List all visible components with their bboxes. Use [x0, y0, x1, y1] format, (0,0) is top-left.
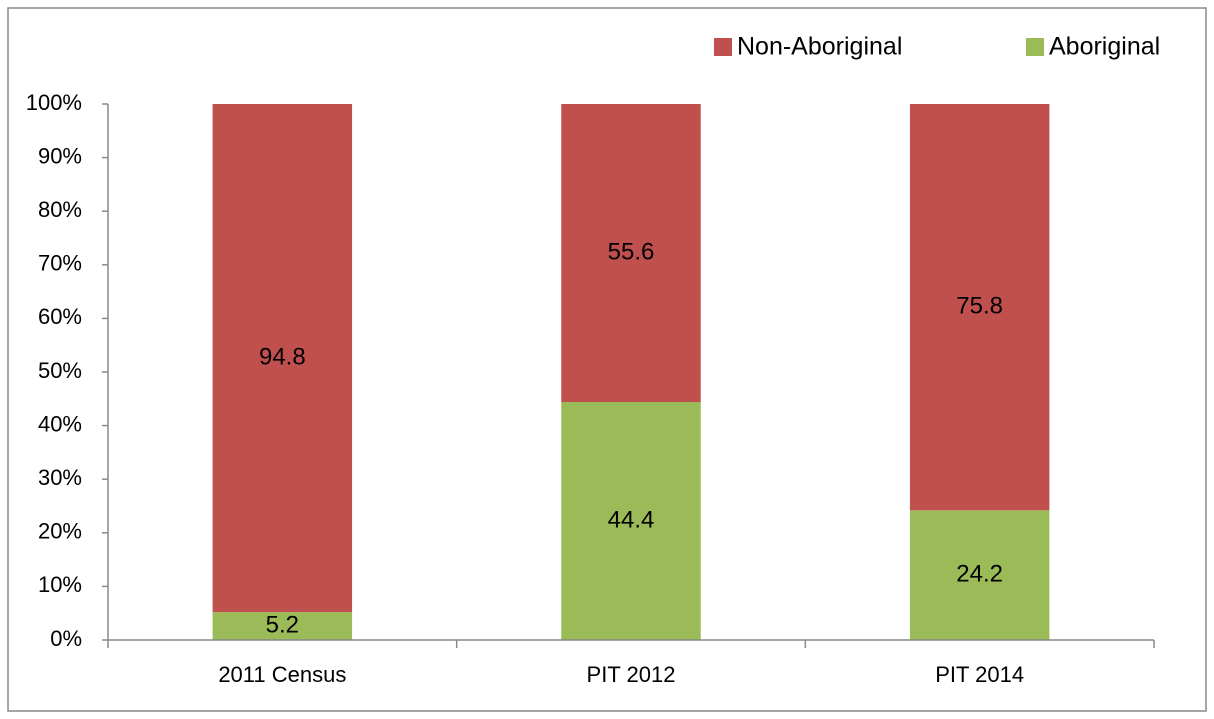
data-label: 24.2 [956, 560, 1003, 587]
x-tick-label: PIT 2014 [935, 662, 1024, 687]
data-label: 44.4 [608, 506, 655, 533]
bar-segment [212, 104, 353, 613]
x-tick-label: 2011 Census [218, 662, 346, 687]
legend-swatch [714, 38, 732, 56]
y-tick-label: 80% [38, 197, 82, 222]
y-tick-label: 100% [26, 90, 82, 115]
bar-segment [561, 402, 701, 640]
y-tick-label: 50% [38, 358, 82, 383]
legend-label: Aboriginal [1049, 33, 1160, 61]
x-tick-label: PIT 2012 [587, 662, 676, 687]
bar-segment [909, 510, 1050, 640]
legend-swatch [1026, 38, 1044, 56]
data-label: 94.8 [259, 343, 306, 370]
data-label: 75.8 [956, 292, 1003, 319]
y-tick-label: 70% [38, 251, 82, 276]
legend-label: Non-Aboriginal [737, 33, 902, 61]
y-tick-label: 0% [50, 626, 82, 651]
y-tick-label: 40% [38, 411, 82, 436]
y-tick-label: 30% [38, 465, 82, 490]
data-label: 5.2 [266, 611, 299, 638]
bar-segment [909, 104, 1050, 511]
y-tick-label: 10% [38, 572, 82, 597]
bar-segment [561, 104, 701, 403]
y-tick-label: 90% [38, 143, 82, 168]
y-tick-label: 20% [38, 519, 82, 544]
bar-segment [212, 612, 353, 640]
data-label: 55.6 [608, 238, 655, 265]
y-tick-label: 60% [38, 304, 82, 329]
